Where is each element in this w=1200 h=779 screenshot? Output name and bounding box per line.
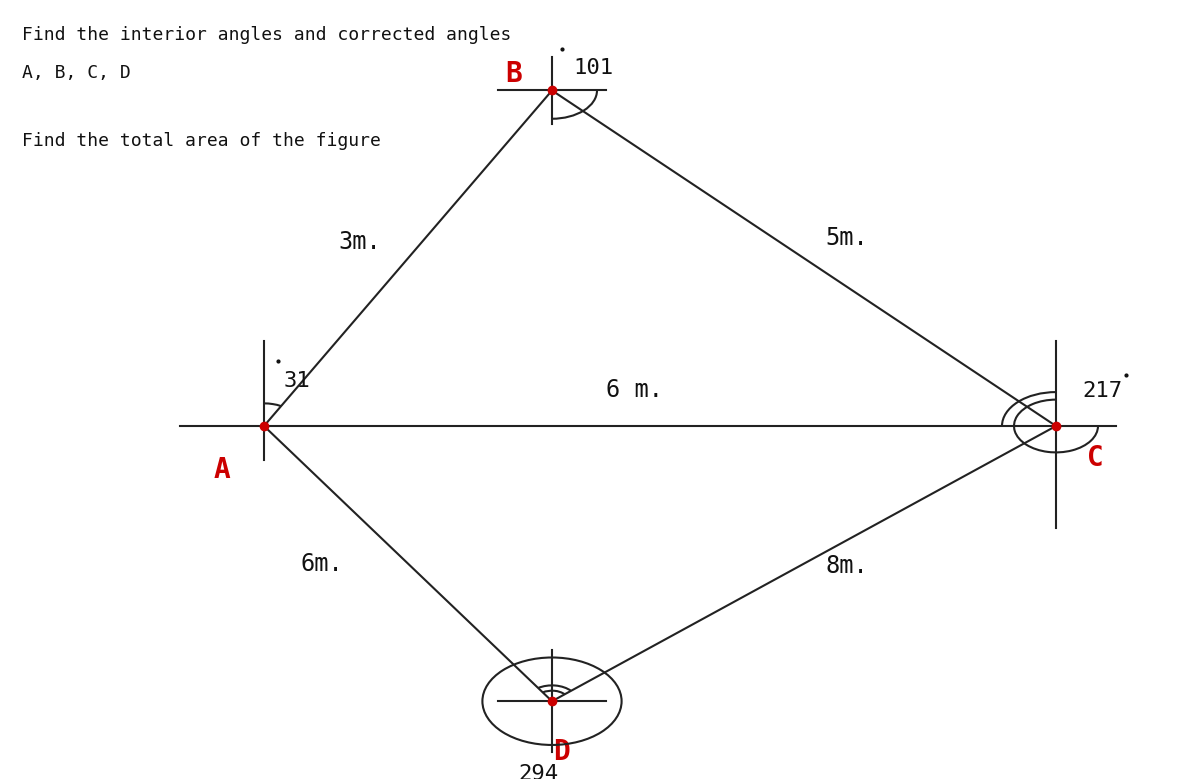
Text: A, B, C, D: A, B, C, D xyxy=(22,64,131,82)
Text: 294: 294 xyxy=(518,764,558,779)
Text: 3m.: 3m. xyxy=(338,231,382,254)
Text: 31: 31 xyxy=(283,371,310,391)
Text: A: A xyxy=(214,456,230,484)
Text: Find the interior angles and corrected angles: Find the interior angles and corrected a… xyxy=(22,26,511,44)
Text: 8m.: 8m. xyxy=(826,554,869,578)
Text: 6m.: 6m. xyxy=(300,552,343,576)
Text: B: B xyxy=(505,60,522,88)
Text: 6 m.: 6 m. xyxy=(606,379,662,403)
Text: 217: 217 xyxy=(1082,382,1122,401)
Text: 5m.: 5m. xyxy=(826,226,869,250)
Text: 101: 101 xyxy=(574,58,613,78)
Text: Find the total area of the figure: Find the total area of the figure xyxy=(22,132,380,150)
Text: C: C xyxy=(1087,444,1104,471)
Text: D: D xyxy=(553,738,570,767)
